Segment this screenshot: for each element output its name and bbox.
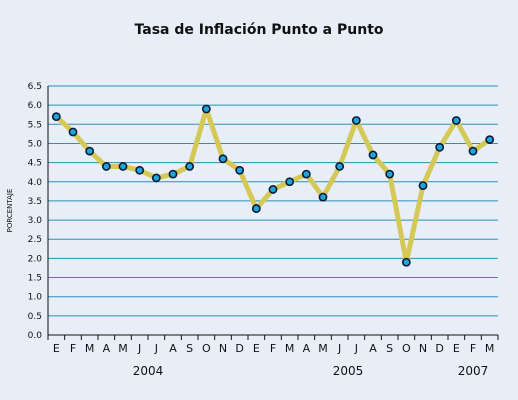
x-tick-label: N	[219, 342, 227, 355]
data-point	[68, 127, 78, 137]
x-tick-label: A	[303, 342, 311, 355]
year-label: 2004	[133, 364, 164, 378]
data-point	[118, 162, 128, 171]
x-tick-label: S	[386, 342, 393, 355]
y-tick-label: 5.0	[28, 139, 43, 149]
x-tick-label: M	[85, 342, 95, 355]
data-point	[351, 116, 361, 125]
data-point	[385, 169, 395, 179]
x-tick-label: A	[369, 342, 377, 355]
data-point	[468, 146, 478, 156]
y-tick-label: 6.0	[28, 101, 43, 111]
x-tick-label: M	[485, 342, 495, 355]
data-point	[285, 177, 295, 187]
x-tick-label: N	[419, 342, 427, 355]
x-tick-label: D	[435, 342, 443, 355]
data-point	[168, 169, 178, 179]
y-tick-label: 5.5	[28, 120, 42, 130]
data-point	[85, 146, 95, 156]
y-tick-label: 1.5	[28, 274, 42, 284]
data-point	[251, 204, 261, 213]
data-point	[151, 173, 161, 183]
x-tick-label: A	[169, 342, 177, 355]
x-tick-label: M	[318, 342, 328, 355]
y-tick-label: 3.0	[28, 216, 43, 226]
x-tick-label: J	[337, 342, 341, 355]
data-point	[218, 154, 228, 164]
data-point	[401, 257, 411, 267]
year-label: 2005	[333, 364, 364, 378]
y-tick-label: 4.5	[28, 159, 42, 169]
x-tick-label: M	[285, 342, 295, 355]
x-tick-label: S	[186, 342, 193, 355]
data-point	[185, 162, 195, 171]
data-point	[418, 181, 428, 190]
data-point	[368, 150, 378, 160]
y-axis-label: PORCENTAJE	[6, 189, 14, 233]
x-tick-label: F	[270, 342, 276, 355]
y-tick-label: 4.0	[28, 178, 43, 188]
x-tick-label: F	[470, 342, 476, 355]
x-tick-label: J	[354, 342, 358, 355]
data-point	[51, 112, 61, 122]
data-point	[335, 162, 345, 171]
y-tick-label: 1.0	[28, 293, 43, 303]
y-tick-label: 2.5	[28, 235, 42, 245]
x-tick-label: M	[118, 342, 128, 355]
x-tick-label: J	[154, 342, 158, 355]
x-tick-label: O	[202, 342, 211, 355]
data-point	[451, 116, 461, 125]
data-point	[101, 162, 111, 171]
x-tick-label: O	[402, 342, 411, 355]
data-point	[201, 104, 211, 114]
data-point	[318, 192, 328, 202]
data-point	[485, 135, 495, 145]
y-tick-label: 0.5	[28, 312, 42, 322]
x-tick-label: J	[137, 342, 141, 355]
y-tick-label: 2.0	[28, 254, 43, 264]
x-tick-label: A	[103, 342, 111, 355]
data-point	[268, 185, 278, 194]
x-tick-label: D	[235, 342, 243, 355]
x-tick-label: E	[53, 342, 60, 355]
year-label: 2007	[458, 364, 489, 378]
data-point	[301, 169, 311, 179]
y-tick-label: 3.5	[28, 197, 42, 207]
x-tick-label: F	[70, 342, 76, 355]
data-point	[235, 165, 245, 175]
x-tick-label: E	[453, 342, 460, 355]
y-tick-label: 0.0	[28, 331, 43, 341]
chart-title: Tasa de Inflación Punto a Punto	[134, 22, 384, 38]
x-tick-label: E	[253, 342, 260, 355]
y-tick-label: 6.5	[28, 82, 42, 92]
data-point	[435, 142, 445, 152]
data-point	[135, 165, 145, 175]
